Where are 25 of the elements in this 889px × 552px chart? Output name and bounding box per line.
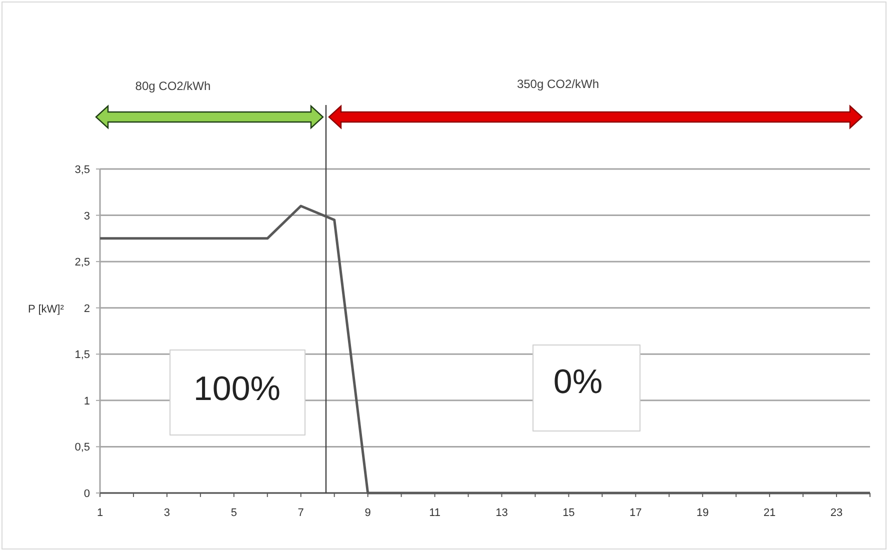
x-tick-label: 5 [230, 507, 237, 519]
y-axis-title: P [kW]² [28, 303, 64, 316]
x-tick-label: 7 [298, 507, 304, 519]
annotation: 100% [194, 370, 280, 408]
y-tick-label: 0,5 [74, 442, 90, 454]
y-tick-label: 0 [84, 488, 90, 500]
x-tick-label: 19 [696, 507, 709, 519]
x-tick-label: 17 [630, 507, 642, 519]
x-tick-label: 21 [763, 507, 776, 519]
x-tick-label: 23 [830, 507, 843, 519]
y-tick-label: 2,5 [74, 256, 90, 269]
x-tick-label: 11 [429, 507, 440, 519]
x-tick-label: 9 [364, 507, 371, 519]
y-tick-label: 1,5 [74, 349, 90, 362]
y-tick-label: 1 [84, 395, 90, 408]
x-tick-label: 1 [96, 507, 104, 519]
x-tick-label: 3 [164, 507, 170, 519]
x-tick-label: 15 [562, 507, 575, 519]
y-tick-label: 3,5 [74, 164, 90, 176]
text: 350g CO2/kWh [516, 77, 600, 91]
annotation: 0% [553, 363, 603, 401]
y-tick-label: 3 [84, 210, 90, 222]
x-tick-label: 13 [496, 507, 508, 519]
y-tick-label: 2 [84, 302, 90, 315]
text: 80g CO2/kWh [135, 79, 211, 93]
